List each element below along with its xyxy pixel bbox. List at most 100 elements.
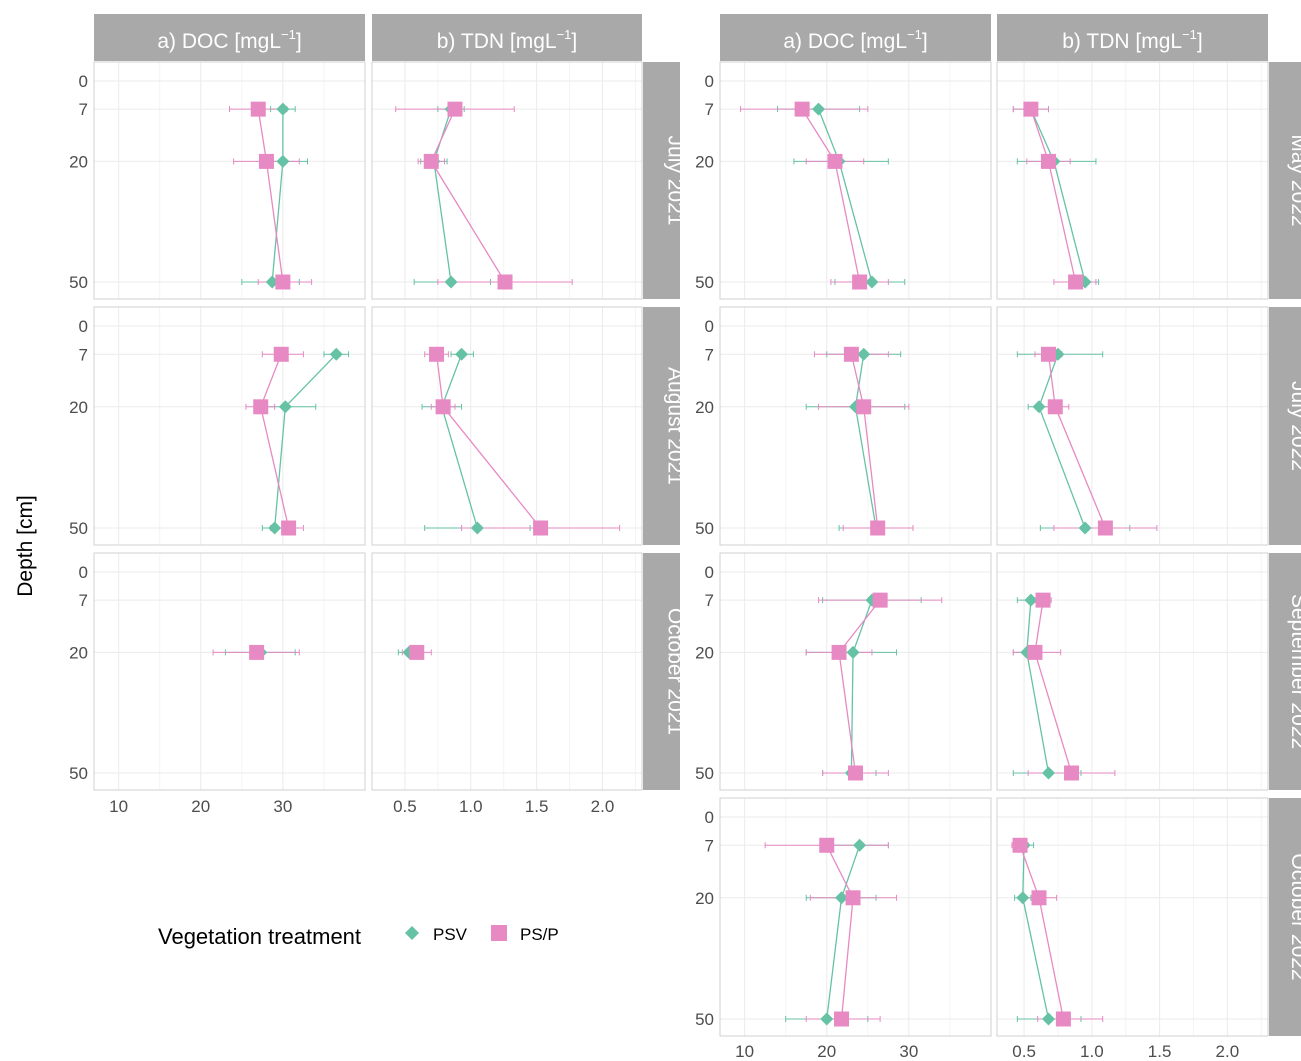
row-strip xyxy=(1269,62,1301,299)
panel-background xyxy=(94,307,365,545)
column-strip-label: b) TDN [mgL−1] xyxy=(437,27,577,53)
data-point-PSP xyxy=(834,1011,850,1027)
panel-border xyxy=(93,61,366,300)
x-tick-label: 2.0 xyxy=(1216,1042,1240,1061)
data-point-PSP xyxy=(273,346,289,362)
y-tick-label: 7 xyxy=(79,100,88,119)
y-tick-label: 0 xyxy=(79,72,88,91)
x-tick-label: 0.5 xyxy=(1012,1042,1036,1061)
data-point-PSV xyxy=(276,154,290,168)
data-point-PSP xyxy=(533,520,549,536)
legend-key-PSV xyxy=(405,926,419,940)
column-strip xyxy=(94,14,365,61)
data-point-PSP xyxy=(845,890,861,906)
data-point-PSP xyxy=(852,274,868,290)
data-point-PSV xyxy=(1041,1012,1055,1026)
data-point-PSP xyxy=(1068,274,1084,290)
data-point-PSV xyxy=(865,275,879,289)
panel-background xyxy=(372,307,642,545)
y-tick-label: 20 xyxy=(69,152,88,171)
y-tick-label: 20 xyxy=(695,398,714,417)
y-tick-label: 7 xyxy=(705,836,714,855)
row-strip xyxy=(643,307,680,545)
y-tick-label: 50 xyxy=(695,1010,714,1029)
data-point-PSV xyxy=(1032,400,1046,414)
y-tick-label: 50 xyxy=(695,764,714,783)
y-tick-label: 7 xyxy=(79,591,88,610)
x-tick-label: 1.5 xyxy=(1148,1042,1172,1061)
column-strip-label: a) DOC [mgL−1] xyxy=(783,27,927,53)
data-point-PSV xyxy=(470,521,484,535)
y-tick-label: 50 xyxy=(69,764,88,783)
legend-title: Vegetation treatment xyxy=(158,924,361,949)
panel-border xyxy=(371,306,643,546)
panel-background xyxy=(94,62,365,299)
data-point-PSP xyxy=(1064,765,1080,781)
y-axis-title: Depth [cm] xyxy=(14,495,37,597)
data-point-PSP xyxy=(258,153,274,169)
y-tick-label: 50 xyxy=(695,273,714,292)
data-point-PSP xyxy=(843,346,859,362)
data-point-PSP xyxy=(497,274,513,290)
y-tick-label: 20 xyxy=(695,643,714,662)
data-point-PSV xyxy=(853,838,867,852)
row-strip-label: July 2022 xyxy=(1287,381,1301,471)
row-strip xyxy=(643,62,680,299)
data-point-PSV xyxy=(812,102,826,116)
data-point-PSP xyxy=(856,399,872,415)
x-tick-label: 30 xyxy=(899,1042,918,1061)
x-tick-label: 10 xyxy=(735,1042,754,1061)
panel-background xyxy=(372,62,642,299)
x-tick-label: 10 xyxy=(109,797,128,816)
data-point-PSP xyxy=(435,399,451,415)
data-point-PSP xyxy=(250,101,266,117)
data-point-PSP xyxy=(429,346,445,362)
data-point-PSV xyxy=(857,347,871,361)
data-point-PSP xyxy=(423,153,439,169)
row-strip-label: May 2022 xyxy=(1287,134,1301,226)
legend-key-PSP xyxy=(491,925,507,941)
x-tick-label: 1.0 xyxy=(459,797,483,816)
data-point-PSV xyxy=(268,521,282,535)
panel-border xyxy=(719,797,992,1037)
row-strip xyxy=(1269,798,1301,1036)
data-point-PSP xyxy=(275,274,291,290)
data-point-PSP xyxy=(1027,644,1043,660)
data-point-PSP xyxy=(872,592,888,608)
facet-chart-2: a) DOC [mgL−1] b) TDN [mgL−1] May 2022 0 7 20… xyxy=(695,14,1301,1061)
x-tick-label: 1.0 xyxy=(1080,1042,1104,1061)
panel-background xyxy=(997,62,1268,299)
y-tick-label: 20 xyxy=(69,643,88,662)
panel-border xyxy=(93,552,366,791)
panel-background xyxy=(720,798,991,1036)
data-point-PSP xyxy=(1031,890,1047,906)
y-tick-label: 7 xyxy=(705,345,714,364)
x-tick-label: 20 xyxy=(817,1042,836,1061)
column-strip-label: b) TDN [mgL−1] xyxy=(1062,27,1202,53)
y-tick-label: 0 xyxy=(705,563,714,582)
data-point-PSV xyxy=(846,645,860,659)
y-tick-label: 0 xyxy=(79,563,88,582)
row-strip xyxy=(643,553,680,790)
data-point-PSP xyxy=(409,644,425,660)
panel-border xyxy=(996,61,1269,300)
data-point-PSP xyxy=(831,644,847,660)
column-strip xyxy=(720,14,991,61)
row-strip-label: August 2021 xyxy=(664,367,687,485)
data-point-PSV xyxy=(835,891,849,905)
y-tick-label: 20 xyxy=(695,152,714,171)
data-point-PSV xyxy=(1041,766,1055,780)
y-tick-label: 7 xyxy=(79,345,88,364)
data-point-PSP xyxy=(1023,101,1039,117)
data-point-PSP xyxy=(1097,520,1113,536)
data-point-PSP xyxy=(794,101,810,117)
x-tick-label: 20 xyxy=(191,797,210,816)
y-tick-label: 20 xyxy=(695,889,714,908)
row-strip xyxy=(1269,553,1301,790)
data-point-PSV xyxy=(820,1012,834,1026)
data-point-PSP xyxy=(819,837,835,853)
data-point-PSV xyxy=(278,400,292,414)
data-point-PSV xyxy=(276,102,290,116)
panel-background xyxy=(94,553,365,790)
legend: Vegetation treatment PSV PS/P xyxy=(158,924,559,949)
